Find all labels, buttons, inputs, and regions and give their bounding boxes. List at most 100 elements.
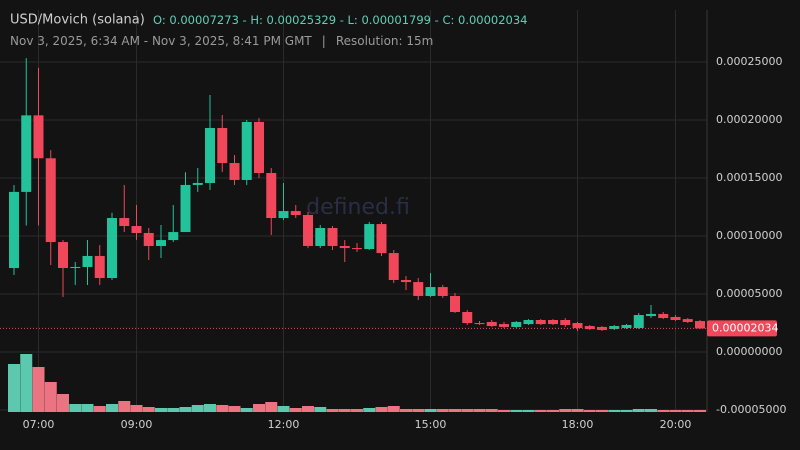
y-tick-label: 0.00015000 bbox=[716, 171, 782, 184]
volume-bar bbox=[130, 405, 143, 412]
separator: - bbox=[336, 13, 347, 27]
candle-body bbox=[33, 115, 44, 159]
volume-bar bbox=[351, 409, 363, 412]
separator: - bbox=[431, 13, 442, 27]
volume-bar bbox=[326, 409, 339, 412]
volume-bar bbox=[645, 409, 657, 412]
candle-body bbox=[278, 211, 289, 219]
volume-bar bbox=[436, 409, 449, 412]
volume-bar bbox=[289, 408, 302, 412]
separator: - bbox=[239, 13, 250, 27]
volume-bar bbox=[608, 410, 621, 412]
volume-bar bbox=[510, 410, 523, 412]
candle-body bbox=[535, 319, 546, 325]
volume-bar bbox=[632, 409, 645, 412]
candle-body bbox=[119, 218, 130, 227]
chart-title: USD/Movich (solana) bbox=[10, 13, 145, 28]
candle-body bbox=[241, 121, 252, 180]
candle-body bbox=[584, 326, 595, 330]
y-tick-label: 0.00010000 bbox=[716, 229, 782, 242]
candle-body bbox=[156, 240, 166, 246]
volume-bar bbox=[534, 410, 547, 412]
volume-bar bbox=[106, 404, 118, 412]
volume-bar bbox=[387, 406, 400, 412]
volume-bar bbox=[473, 409, 486, 412]
volume-bar bbox=[571, 409, 584, 412]
volume-bar bbox=[216, 405, 229, 412]
volume bbox=[8, 354, 706, 412]
volume-bar bbox=[461, 409, 474, 412]
candle-body bbox=[670, 316, 681, 320]
volume-bar bbox=[142, 407, 155, 412]
volume-bar bbox=[265, 402, 278, 412]
volume-bar bbox=[44, 382, 57, 412]
volume-bar bbox=[412, 409, 425, 412]
candle-body bbox=[523, 319, 534, 325]
volume-bar bbox=[657, 410, 670, 412]
candles bbox=[9, 58, 705, 332]
candle-body bbox=[437, 287, 448, 296]
candle-body bbox=[425, 287, 436, 296]
subtitle: Nov 3, 2025, 6:34 AM - Nov 3, 2025, 8:41… bbox=[10, 34, 433, 48]
volume-bar bbox=[400, 409, 412, 412]
volume-bar bbox=[449, 409, 461, 412]
volume-bar bbox=[32, 367, 45, 412]
ohlc-value: L: 0.00001799 bbox=[348, 13, 431, 27]
candle-body bbox=[58, 242, 68, 269]
candle-body bbox=[646, 313, 656, 317]
x-tick-label: 12:00 bbox=[268, 418, 300, 431]
volume-bar bbox=[204, 404, 216, 412]
candle-body bbox=[609, 326, 620, 330]
candle-body bbox=[131, 226, 142, 233]
x-tick-label: 20:00 bbox=[660, 418, 692, 431]
candle-body bbox=[82, 255, 93, 267]
candle-body bbox=[45, 158, 56, 243]
candle-body bbox=[597, 326, 607, 330]
candle-body bbox=[254, 121, 264, 174]
volume-bar bbox=[522, 410, 535, 412]
candle-body bbox=[21, 115, 32, 192]
volume-bar bbox=[547, 410, 559, 412]
candle-body bbox=[70, 266, 81, 269]
volume-bar bbox=[69, 404, 82, 412]
candle-body bbox=[205, 127, 215, 183]
volume-bar bbox=[669, 410, 682, 412]
candle-body bbox=[450, 295, 460, 312]
candle-body bbox=[180, 184, 191, 233]
volume-bar bbox=[375, 407, 388, 412]
volume-bar bbox=[338, 409, 351, 412]
candle-body bbox=[621, 324, 632, 329]
volume-bar bbox=[253, 404, 265, 412]
volume-bar bbox=[240, 408, 253, 412]
y-tick-label: 0.00020000 bbox=[716, 113, 782, 126]
volume-bar bbox=[363, 408, 376, 412]
volume-bar bbox=[155, 408, 167, 412]
resolution: Resolution: 15m bbox=[336, 34, 434, 48]
candle-body bbox=[364, 224, 375, 249]
volume-bar bbox=[118, 401, 131, 412]
volume-bar bbox=[20, 354, 33, 412]
candle-body bbox=[352, 248, 362, 250]
volume-bar bbox=[498, 410, 510, 412]
last-price-box bbox=[707, 320, 777, 337]
candle-body bbox=[388, 253, 399, 280]
volume-bar bbox=[424, 409, 437, 412]
x-tick-label: 07:00 bbox=[23, 418, 55, 431]
volume-bar bbox=[694, 410, 706, 412]
candle-body bbox=[413, 282, 424, 296]
volume-bar bbox=[620, 410, 633, 412]
candle-body bbox=[486, 321, 497, 327]
candle-body bbox=[548, 319, 558, 325]
candle-body bbox=[303, 215, 313, 246]
ohlc-value: C: 0.00002034 bbox=[442, 13, 527, 27]
volume-bar bbox=[167, 408, 180, 412]
volume-bar bbox=[559, 409, 572, 412]
volume-bar bbox=[302, 406, 314, 412]
candle-body bbox=[633, 315, 644, 329]
candle-body bbox=[682, 319, 693, 322]
volume-bar bbox=[228, 406, 241, 412]
candle-body bbox=[327, 227, 338, 246]
candle-body bbox=[266, 173, 277, 219]
y-tick-label: 0.00025000 bbox=[716, 55, 782, 68]
y-tick-label: 0.00000000 bbox=[716, 345, 782, 358]
